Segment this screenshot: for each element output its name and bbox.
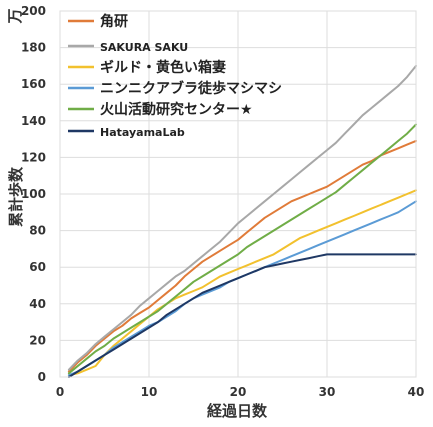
legend-label-0: 角研 [100, 13, 128, 30]
series-line-2 [67, 189, 417, 377]
plot-frame [59, 10, 417, 378]
y-tick-label: 60 [29, 260, 46, 274]
x-axis-label: 経過日数 [207, 402, 268, 420]
legend-label-5: HatayamaLab [100, 126, 185, 139]
y-tick-label: 160 [21, 77, 46, 91]
x-tick-label: 30 [319, 385, 336, 399]
y-tick-label: 40 [29, 297, 46, 311]
x-tick-label: 0 [56, 385, 64, 399]
series-line-3 [67, 200, 417, 377]
y-axis-unit: 万 [6, 8, 24, 24]
y-tick-label: 140 [21, 114, 46, 128]
legend-label-3: ニンニクアブラ徒歩マシマシ [100, 80, 282, 97]
x-tick-label: 20 [230, 385, 247, 399]
y-tick-label: 200 [21, 4, 46, 18]
y-tick-label: 20 [29, 333, 46, 347]
y-tick-label: 100 [21, 187, 46, 201]
series-lines [67, 64, 417, 378]
x-tick-label: 10 [141, 385, 158, 399]
series-line-4 [67, 123, 417, 375]
x-tick-label: 40 [408, 385, 425, 399]
y-tick-label: 180 [21, 41, 46, 55]
y-tick-label: 80 [29, 224, 46, 238]
legend-label-1: SAKURA SAKU [100, 41, 188, 54]
y-tick-label: 120 [21, 150, 46, 164]
y-axis-label: 累計歩数 [7, 166, 25, 227]
y-tick-labels: 0 20 40 60 80 100 120 140 160 180 200 [21, 4, 46, 384]
series-line-5 [67, 253, 417, 378]
legend-label-4: 火山活動研究センター★ [100, 101, 253, 118]
series-line-0 [67, 139, 417, 373]
series-line-1 [67, 64, 417, 371]
x-tick-labels: 0 10 20 30 40 [56, 385, 425, 399]
y-tick-label: 0 [38, 370, 46, 384]
legend-label-2: ギルド・黄色い箱妻 [100, 59, 226, 76]
legend: 角研 SAKURA SAKU ギルド・黄色い箱妻ニンニクアブラ徒歩マシマシ火山活動研… [68, 13, 282, 139]
